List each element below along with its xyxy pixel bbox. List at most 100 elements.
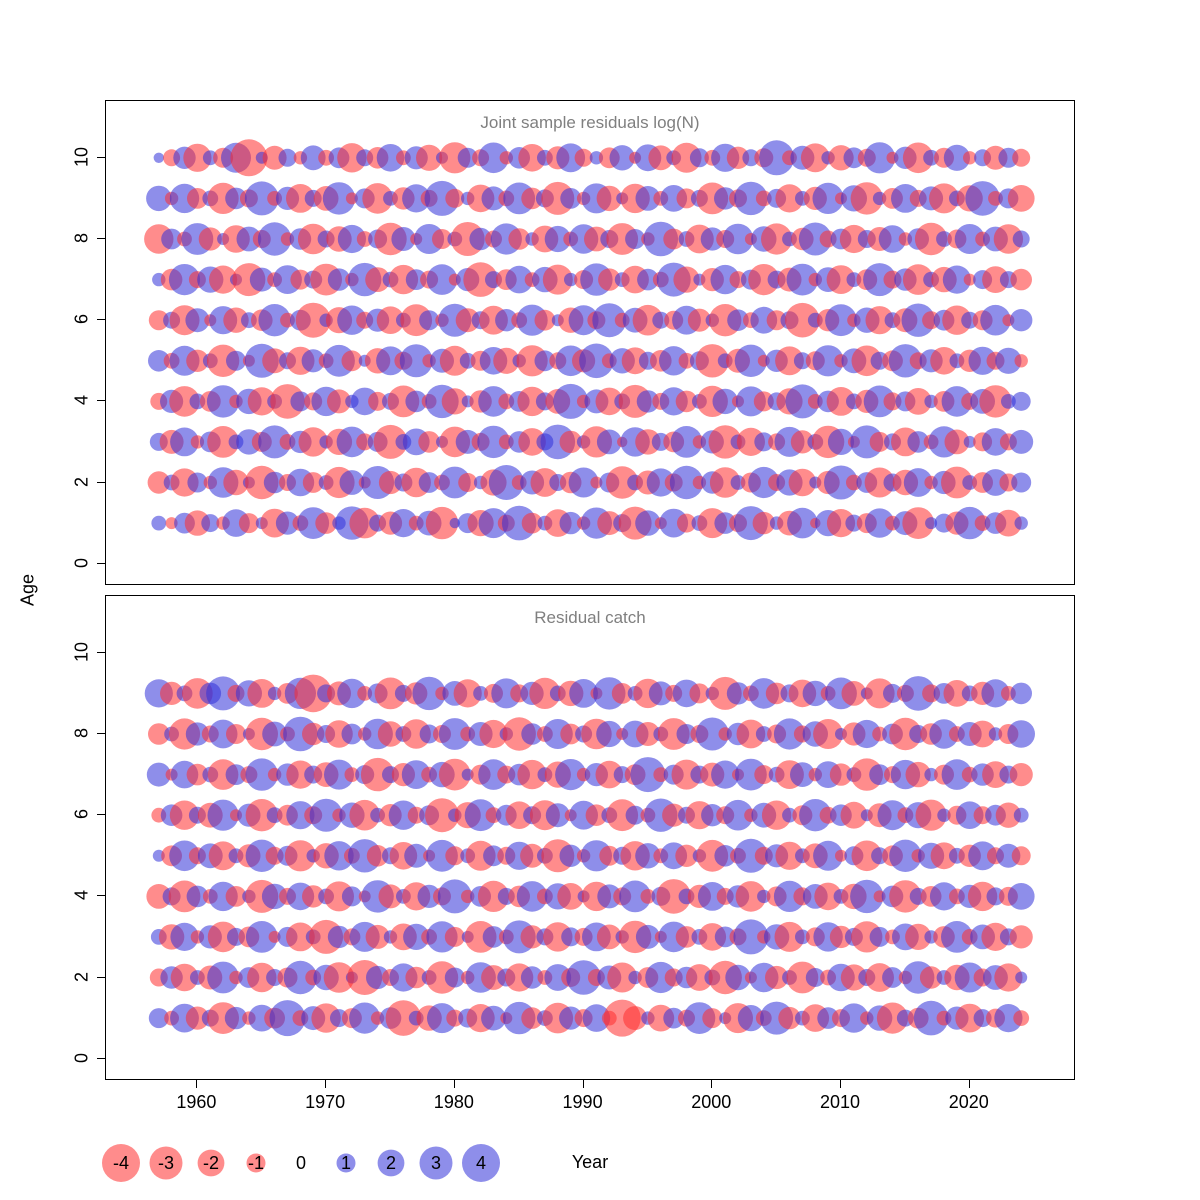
residual-bubble: [752, 511, 775, 535]
residual-bubble: [635, 510, 661, 536]
residual-bubble: [648, 145, 674, 171]
legend-value-label: 4: [476, 1153, 486, 1173]
residual-bubble: [802, 680, 828, 707]
residual-bubble: [418, 472, 440, 493]
residual-bubble: [889, 839, 922, 872]
x-tick-mark: [325, 1080, 327, 1088]
legend-value-label: 3: [431, 1153, 441, 1173]
residual-bubble: [621, 347, 649, 375]
residual-bubble: [405, 269, 427, 290]
residual-bubble: [337, 143, 367, 173]
residual-bubble: [258, 425, 292, 459]
residual-bubble: [864, 467, 895, 498]
residual-bubble: [863, 385, 896, 418]
x-tick-mark: [840, 1080, 841, 1088]
residual-bubble: [337, 305, 367, 335]
residual-bubble: [170, 922, 199, 951]
residual-bubble: [663, 228, 685, 250]
residual-bubble: [327, 925, 351, 949]
residual-bubble: [207, 799, 239, 831]
residual-bubble: [560, 188, 582, 209]
residual-bubble: [913, 1000, 949, 1036]
residual-bubble: [391, 227, 416, 251]
residual-bubble: [521, 187, 543, 210]
residual-bubble: [1009, 925, 1033, 949]
residual-bubble: [773, 880, 806, 912]
legend-bubble: [102, 1144, 140, 1182]
residual-bubble: [829, 925, 853, 949]
residual-bubble: [245, 921, 278, 953]
residual-bubble: [368, 391, 388, 411]
residual-bubble: [419, 724, 439, 744]
residual-bubble: [146, 884, 172, 909]
residual-bubble: [376, 346, 405, 376]
residual-bubble: [521, 1007, 543, 1029]
residual-bubble: [161, 228, 182, 250]
residual-bubble: [766, 310, 787, 331]
bubble-layer-joint-residuals: [144, 139, 1035, 541]
residual-bubble: [850, 879, 884, 914]
residual-bubble: [965, 181, 1000, 216]
residual-bubble: [812, 182, 844, 214]
residual-bubble: [686, 964, 713, 991]
residual-bubble: [877, 800, 908, 831]
residual-bubble: [464, 799, 497, 832]
residual-bubble: [787, 507, 818, 539]
residual-bubble: [207, 426, 239, 458]
legend-value-label: -2: [203, 1153, 219, 1173]
joint-sample-residuals-panel: Joint sample residuals log(N): [105, 100, 1075, 585]
residual-bubble: [337, 224, 366, 254]
residual-bubble: [417, 884, 441, 908]
residual-bubble: [1009, 763, 1033, 787]
residual-bubble: [755, 726, 772, 742]
legend-value-label: -4: [113, 1153, 129, 1173]
residual-bubble: [477, 880, 510, 912]
residual-bubble: [759, 140, 795, 176]
residual-bubble: [341, 723, 363, 745]
residual-bubble: [865, 306, 894, 335]
residual-bubble: [711, 760, 740, 789]
residual-bubble: [147, 471, 170, 494]
residual-bubble: [676, 188, 697, 209]
residual-bubble: [284, 840, 316, 872]
residual-bubble: [714, 845, 736, 867]
residual-bubble: [648, 681, 673, 706]
residual-bubble: [258, 304, 291, 337]
residual-bubble: [785, 384, 820, 419]
residual-bubble: [441, 388, 468, 415]
residual-bubble: [981, 922, 1010, 951]
residual-bubble: [438, 758, 471, 791]
residual-bubble: [981, 679, 1010, 708]
residual-bubble: [183, 143, 212, 172]
residual-bubble: [455, 429, 480, 454]
residual-bubble: [869, 926, 890, 947]
residual-bubble: [479, 719, 508, 749]
residual-bubble: [656, 879, 691, 914]
residual-bubble: [579, 343, 614, 379]
residual-bubble: [517, 759, 547, 790]
residual-bubble: [245, 839, 278, 872]
residual-bubble: [955, 801, 984, 829]
residual-bubble: [1007, 185, 1035, 212]
residual-bubble: [419, 310, 440, 331]
residual-bubble: [979, 385, 1012, 418]
residual-bubble: [609, 145, 635, 171]
residual-bubble: [297, 223, 329, 255]
residual-bubble: [207, 921, 239, 953]
residual-bubble: [689, 148, 709, 168]
y-tick-mark: [97, 976, 105, 978]
residual-bubble: [722, 799, 754, 831]
residual-bubble: [619, 880, 651, 913]
residual-bubble: [963, 435, 976, 448]
residual-bubble: [481, 1005, 506, 1031]
y-tick-mark: [97, 562, 105, 564]
residual-bubble: [366, 965, 390, 990]
residual-bubble: [1015, 971, 1028, 984]
residual-bubble: [595, 387, 624, 416]
residual-bubble: [710, 264, 740, 295]
residual-bubble: [275, 511, 300, 535]
residual-bubble: [994, 963, 1023, 992]
residual-bubble: [534, 350, 556, 372]
residual-bubble: [676, 724, 697, 744]
residual-bubble: [1001, 394, 1016, 409]
